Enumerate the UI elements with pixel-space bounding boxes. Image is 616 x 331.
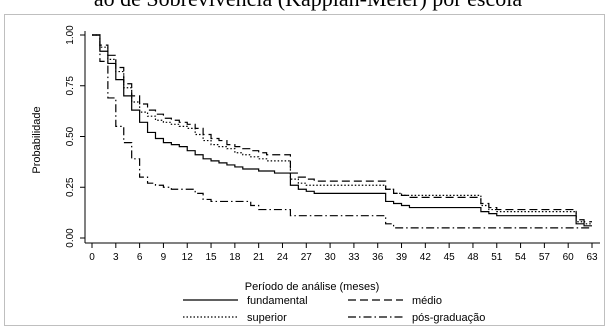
x-tick-label: 12	[182, 252, 194, 263]
legend-label: médio	[412, 295, 442, 307]
legend-label: fundamental	[247, 295, 308, 307]
series-line-0	[92, 34, 592, 227]
x-tick-label: 42	[420, 252, 432, 263]
x-tick-label: 36	[372, 252, 384, 263]
legend-label: superior	[247, 312, 287, 324]
series-layer	[92, 34, 592, 229]
y-tick-label: 1.00	[65, 25, 76, 45]
x-tick-label: 30	[325, 252, 337, 263]
x-tick-label: 0	[89, 252, 95, 263]
y-tick-label: 0.75	[65, 76, 76, 96]
y-axis-label: Probabilidade	[31, 106, 43, 173]
x-tick-label: 63	[586, 252, 598, 263]
x-tick-label: 51	[491, 252, 503, 263]
series-line-3	[92, 34, 592, 229]
legend-label: pós-graduação	[412, 312, 485, 324]
x-tick-label: 33	[348, 252, 360, 263]
x-tick-label: 57	[539, 252, 551, 263]
x-tick-label: 54	[515, 252, 527, 263]
series-line-2	[92, 34, 592, 225]
x-axis-label: Período de análise (meses)	[245, 281, 380, 293]
x-tick-label: 3	[113, 252, 119, 263]
x-tick-label: 21	[253, 252, 265, 263]
chart-title: ão de Sobrevivência (Kapplan-Meier) por …	[0, 0, 616, 12]
y-tick-label: 0.50	[65, 126, 76, 146]
x-tick-label: 48	[467, 252, 479, 263]
chart-frame	[4, 14, 605, 326]
legend: fundamental médio superior pós-graduação	[183, 295, 485, 324]
x-tick-label: 60	[563, 252, 575, 263]
x-tick-label: 18	[229, 252, 241, 263]
y-tick-label: 0.00	[65, 228, 76, 248]
x-tick-label: 9	[161, 252, 167, 263]
x-tick-label: 24	[277, 252, 289, 263]
y-tick-label: 0.25	[65, 177, 76, 197]
x-tick-label: 6	[137, 252, 143, 263]
x-tick-label: 27	[301, 252, 313, 263]
axes: 0.000.250.500.751.000 3 6 9 12 15 18 21 24 27 30 33…	[65, 25, 600, 263]
x-tick-label: 39	[396, 252, 408, 263]
x-tick-label: 45	[444, 252, 456, 263]
x-tick-label: 15	[205, 252, 217, 263]
